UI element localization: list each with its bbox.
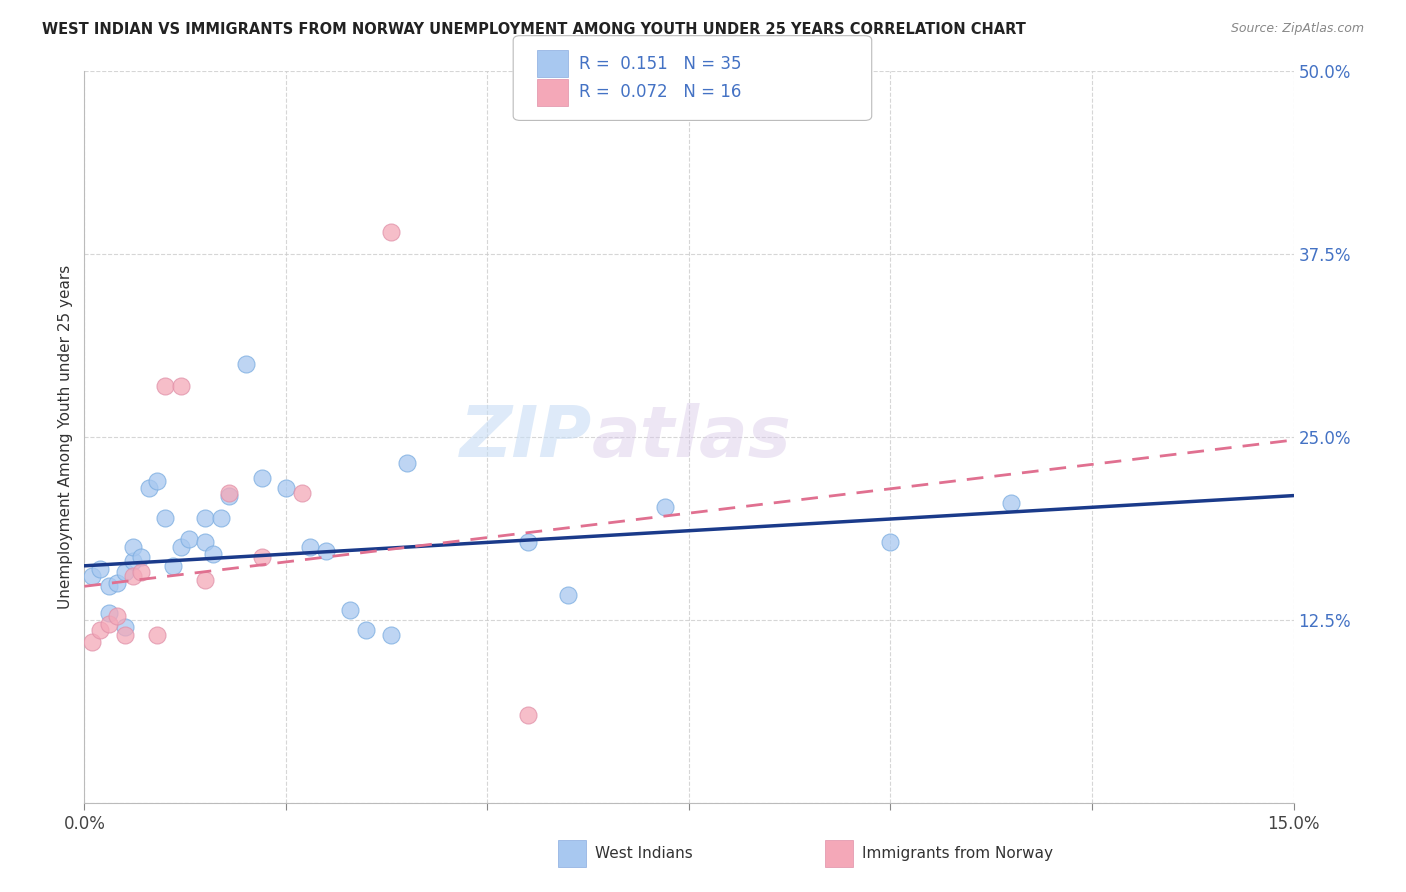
Point xyxy=(209,510,232,524)
Point xyxy=(162,558,184,573)
Point xyxy=(235,357,257,371)
Point xyxy=(105,608,128,623)
Point xyxy=(879,535,901,549)
Point xyxy=(129,549,152,564)
Text: Immigrants from Norway: Immigrants from Norway xyxy=(862,847,1053,861)
Point xyxy=(121,569,143,583)
Point xyxy=(153,510,176,524)
Point xyxy=(194,574,217,588)
Point xyxy=(114,627,136,641)
Point xyxy=(105,576,128,591)
Point xyxy=(218,485,240,500)
Point xyxy=(146,627,169,641)
Point xyxy=(1000,496,1022,510)
Point xyxy=(218,489,240,503)
Point xyxy=(153,379,176,393)
Point xyxy=(82,569,104,583)
Point xyxy=(170,379,193,393)
Point xyxy=(89,623,111,637)
Point xyxy=(250,471,273,485)
Point xyxy=(121,554,143,568)
Point xyxy=(114,620,136,634)
Point xyxy=(380,225,402,239)
Point xyxy=(82,635,104,649)
Point xyxy=(129,565,152,579)
Point xyxy=(339,603,361,617)
Point xyxy=(380,627,402,641)
Point xyxy=(395,457,418,471)
Text: atlas: atlas xyxy=(592,402,792,472)
Point xyxy=(114,565,136,579)
Point xyxy=(202,547,225,561)
Text: R =  0.151   N = 35: R = 0.151 N = 35 xyxy=(579,54,742,72)
Text: WEST INDIAN VS IMMIGRANTS FROM NORWAY UNEMPLOYMENT AMONG YOUTH UNDER 25 YEARS CO: WEST INDIAN VS IMMIGRANTS FROM NORWAY UN… xyxy=(42,22,1026,37)
Point xyxy=(654,500,676,515)
Point xyxy=(356,623,378,637)
Point xyxy=(179,533,201,547)
Point xyxy=(97,579,120,593)
Point xyxy=(516,535,538,549)
Point xyxy=(250,549,273,564)
Point xyxy=(170,540,193,554)
Point xyxy=(121,540,143,554)
Point xyxy=(194,535,217,549)
Y-axis label: Unemployment Among Youth under 25 years: Unemployment Among Youth under 25 years xyxy=(58,265,73,609)
Text: West Indians: West Indians xyxy=(595,847,693,861)
Text: R =  0.072   N = 16: R = 0.072 N = 16 xyxy=(579,84,741,102)
Point xyxy=(274,481,297,495)
Point xyxy=(97,617,120,632)
Point xyxy=(557,588,579,602)
Point xyxy=(138,481,160,495)
Text: Source: ZipAtlas.com: Source: ZipAtlas.com xyxy=(1230,22,1364,36)
Point xyxy=(516,708,538,723)
Point xyxy=(315,544,337,558)
Point xyxy=(146,474,169,488)
Point xyxy=(291,485,314,500)
Point xyxy=(299,540,322,554)
Text: ZIP: ZIP xyxy=(460,402,592,472)
Point xyxy=(89,562,111,576)
Point xyxy=(97,606,120,620)
Point xyxy=(194,510,217,524)
